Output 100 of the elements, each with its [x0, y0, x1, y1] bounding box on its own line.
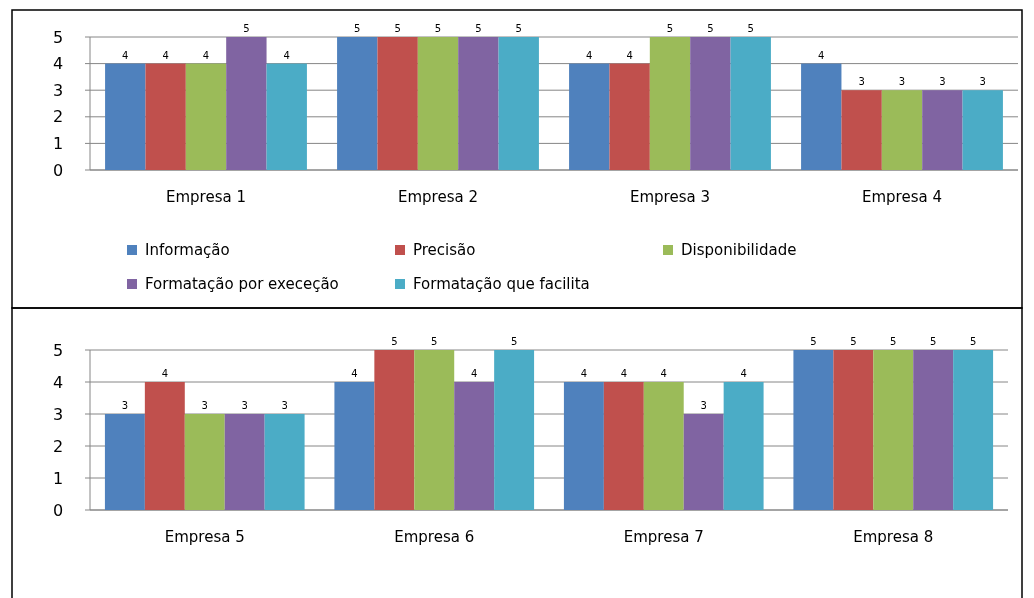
bar — [801, 63, 842, 170]
data-label: 3 — [700, 400, 707, 411]
bar — [873, 350, 914, 510]
bar — [953, 350, 994, 510]
bar — [377, 37, 418, 170]
legend-label: Precisão — [413, 241, 476, 260]
y-tick-label: 5 — [52, 27, 64, 47]
y-tick-label: 5 — [52, 340, 64, 360]
bar — [454, 382, 495, 510]
data-label: 3 — [201, 400, 208, 411]
data-label: 4 — [471, 368, 478, 379]
data-label: 4 — [162, 49, 169, 61]
data-label: 5 — [354, 23, 361, 34]
bar — [643, 382, 684, 510]
data-label: 4 — [202, 49, 210, 61]
x-tick-label: Empresa 2 — [398, 188, 478, 206]
data-label: 4 — [161, 368, 168, 379]
bar — [962, 90, 1003, 170]
bar — [683, 414, 724, 510]
data-label: 4 — [660, 368, 667, 379]
bar — [104, 414, 145, 510]
data-label: 5 — [707, 23, 714, 34]
bar — [334, 382, 375, 510]
y-tick-label: 3 — [52, 80, 64, 100]
bar — [793, 350, 834, 510]
data-label: 5 — [890, 336, 897, 347]
bar — [603, 382, 644, 510]
bar — [417, 37, 459, 170]
bar — [337, 37, 378, 170]
x-tick-label: Empresa 7 — [623, 528, 704, 546]
data-label: 3 — [898, 76, 906, 88]
data-label: 4 — [283, 49, 290, 61]
data-label: 4 — [580, 368, 588, 379]
data-label: 5 — [391, 336, 398, 347]
data-label: 3 — [979, 76, 986, 88]
bar — [266, 63, 307, 170]
y-tick-label: 4 — [52, 372, 64, 392]
data-label: 5 — [431, 336, 438, 347]
bar — [563, 382, 604, 510]
y-tick-label: 1 — [52, 134, 64, 153]
x-tick-label: Empresa 4 — [862, 188, 942, 206]
data-label: 5 — [930, 336, 937, 347]
x-tick-label: Empresa 6 — [394, 528, 475, 546]
data-label: 4 — [626, 49, 633, 61]
data-label: 5 — [394, 23, 401, 34]
data-label: 5 — [243, 23, 250, 34]
y-tick-label: 2 — [52, 436, 64, 456]
legend-label: Formatação que facilita — [413, 275, 590, 294]
legend-label: Disponibilidade — [681, 241, 797, 260]
bar — [224, 414, 265, 510]
x-tick-label: Empresa 1 — [166, 188, 246, 206]
x-tick-label: Empresa 5 — [164, 528, 245, 546]
legend-label: Formatação por execeção — [145, 275, 339, 294]
bar — [881, 90, 923, 170]
data-label: 4 — [620, 368, 627, 379]
bar — [609, 63, 650, 170]
data-label: 3 — [281, 400, 288, 411]
bar — [841, 90, 882, 170]
data-label: 4 — [740, 368, 747, 379]
data-label: 5 — [666, 23, 674, 34]
y-tick-label: 2 — [52, 107, 64, 127]
bar — [922, 90, 963, 170]
bar — [145, 63, 186, 170]
data-label: 5 — [810, 336, 817, 347]
data-label: 5 — [850, 336, 857, 347]
bar — [649, 37, 691, 170]
y-tick-label: 4 — [52, 54, 64, 74]
data-label: 3 — [121, 400, 129, 411]
y-tick-label: 3 — [52, 404, 64, 424]
y-tick-label: 0 — [52, 500, 64, 520]
bar — [730, 37, 771, 170]
bar — [494, 350, 535, 510]
data-label: 4 — [351, 368, 358, 379]
data-label: 5 — [510, 336, 518, 347]
y-tick-label: 0 — [52, 160, 64, 180]
data-label: 3 — [939, 76, 946, 88]
data-label: 4 — [818, 49, 825, 61]
x-tick-label: Empresa 3 — [630, 188, 710, 206]
bar — [185, 63, 227, 170]
bar — [144, 382, 185, 510]
bar — [690, 37, 731, 170]
data-label: 5 — [475, 23, 482, 34]
data-label: 3 — [241, 400, 248, 411]
data-label: 4 — [586, 49, 593, 61]
bar — [723, 382, 764, 510]
legend-label: Informação — [145, 241, 230, 260]
bar — [105, 63, 146, 170]
bar — [913, 350, 954, 510]
data-label: 5 — [747, 23, 754, 34]
bar — [569, 63, 610, 170]
data-label: 5 — [969, 336, 977, 347]
bar — [458, 37, 499, 170]
data-label: 5 — [515, 23, 522, 34]
bar — [833, 350, 874, 510]
bar — [374, 350, 415, 510]
bar — [226, 37, 267, 170]
bar — [264, 414, 305, 510]
data-label: 5 — [434, 23, 442, 34]
data-label: 3 — [858, 76, 865, 88]
y-tick-label: 1 — [52, 468, 64, 488]
